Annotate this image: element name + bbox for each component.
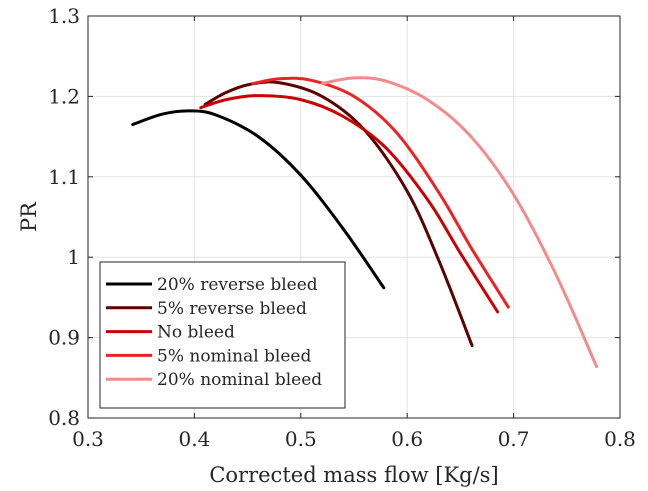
series-lines bbox=[131, 76, 599, 369]
x-tick-label: 0.7 bbox=[498, 427, 530, 451]
x-tick-label: 0.3 bbox=[72, 427, 104, 451]
y-tick-label: 1.1 bbox=[48, 165, 80, 189]
x-axis-ticks: 0.3 0.4 0.5 0.6 0.7 0.8 bbox=[72, 16, 636, 451]
series-line-3 bbox=[199, 94, 500, 314]
y-tick-label: 1.2 bbox=[48, 84, 80, 108]
x-tick-label: 0.5 bbox=[285, 427, 317, 451]
x-tick-label: 0.4 bbox=[178, 427, 210, 451]
y-tick-label: 0.9 bbox=[48, 326, 80, 350]
y-axis-ticks: 0.8 0.9 1 1.1 1.2 1.3 bbox=[48, 4, 620, 430]
plot-frame bbox=[87, 15, 621, 419]
legend-box bbox=[99, 261, 346, 409]
legend-entry-label: 5% nominal bleed bbox=[157, 346, 311, 366]
x-tick-label: 0.6 bbox=[391, 427, 423, 451]
series-line-4 bbox=[251, 76, 510, 309]
legend-entry-label: 5% reverse bleed bbox=[157, 299, 307, 319]
y-axis-label: PR bbox=[17, 201, 41, 232]
series-line-5 bbox=[320, 76, 599, 369]
x-axis-label: Corrected mass flow [Kg/s] bbox=[209, 463, 498, 487]
legend-entry-label: 20% reverse bleed bbox=[157, 275, 318, 295]
series-line-1 bbox=[131, 109, 386, 290]
legend: 20% reverse bleed 5% reverse bleed No blee… bbox=[99, 261, 346, 409]
series-line-2 bbox=[203, 80, 474, 348]
legend-entry-label: No bleed bbox=[157, 323, 235, 343]
y-tick-label: 1 bbox=[67, 245, 80, 269]
y-tick-label: 0.8 bbox=[48, 406, 80, 430]
legend-entry-label: 20% nominal bleed bbox=[157, 370, 322, 390]
y-tick-label: 1.3 bbox=[48, 4, 80, 28]
x-tick-label: 0.8 bbox=[604, 427, 636, 451]
